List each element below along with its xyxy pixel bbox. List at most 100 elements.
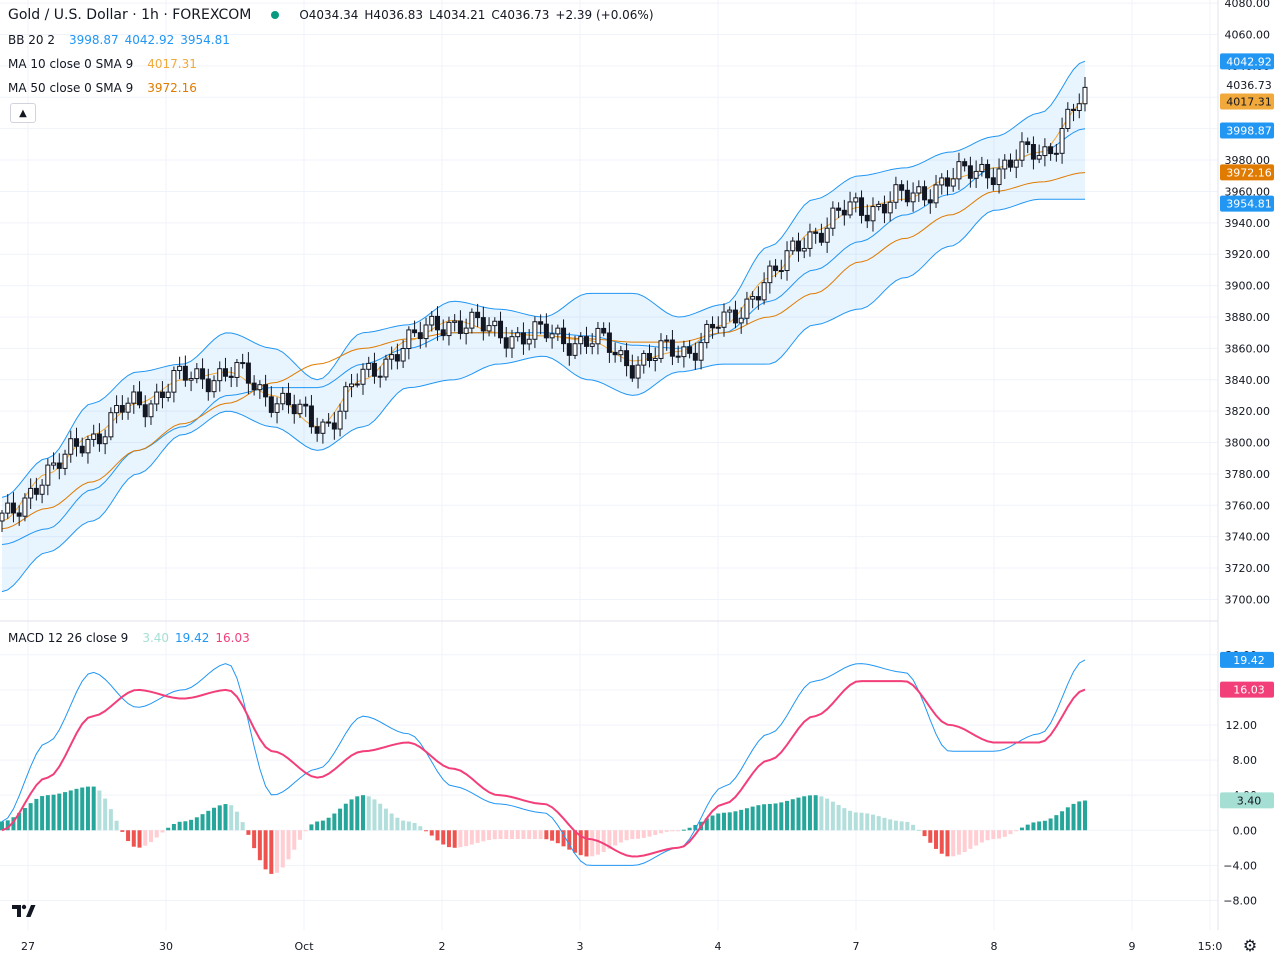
candle-body: [1048, 146, 1054, 155]
bb-legend[interactable]: BB 20 2 3998.87 4042.92 3954.81: [8, 33, 230, 47]
candle-body: [979, 163, 985, 172]
histogram-bar: [223, 804, 228, 831]
candle-body: [904, 189, 910, 203]
histogram-bar: [842, 808, 847, 831]
ohlc-low: L4034.21: [429, 8, 486, 22]
ma10-tag-text: 4017.31: [1226, 96, 1272, 109]
histogram-bar: [97, 790, 102, 831]
macd-tag-text: 19.42: [1233, 654, 1265, 667]
histogram-bar: [785, 800, 790, 831]
candle-body: [33, 487, 39, 495]
candle-body: [22, 497, 28, 517]
candle-body: [257, 384, 263, 391]
candle-body: [142, 404, 148, 418]
candle-body: [211, 380, 217, 393]
candle-body: [177, 365, 183, 371]
candle-body: [658, 340, 664, 359]
histogram-bar: [985, 830, 990, 841]
candle-body: [767, 265, 773, 284]
gear-icon[interactable]: ⚙: [1242, 936, 1258, 955]
candle-body: [326, 421, 332, 424]
candle-body: [818, 232, 824, 243]
candle-body: [635, 364, 641, 379]
histogram-bar: [355, 796, 360, 831]
histogram-bar: [716, 813, 721, 831]
candle-body: [887, 201, 893, 214]
histogram-bar: [624, 830, 629, 841]
market-status-icon: [271, 11, 280, 19]
histogram-bar: [595, 830, 600, 855]
tradingview-logo-icon[interactable]: [10, 900, 38, 922]
candle-body: [881, 203, 887, 214]
histogram-bar: [1083, 800, 1087, 831]
macd-legend[interactable]: MACD 12 26 close 9 3.40 19.42 16.03: [8, 631, 250, 645]
histogram-bar: [343, 803, 348, 831]
histogram-bar: [538, 830, 543, 840]
histogram-bar: [653, 830, 658, 835]
histogram-bar: [452, 830, 457, 848]
symbol-legend[interactable]: Gold / U.S. Dollar · 1h · FOREXCOM O4034…: [8, 7, 654, 23]
ma10-legend[interactable]: MA 10 close 0 SMA 9 4017.31: [8, 57, 197, 71]
candle-body: [985, 163, 991, 179]
candle-body: [1036, 155, 1042, 160]
histogram-bar: [418, 826, 423, 831]
candle-body: [950, 178, 956, 187]
candle-body: [830, 207, 836, 229]
histogram-bar: [641, 830, 646, 838]
candle-body: [51, 462, 57, 466]
histogram-bar: [710, 815, 715, 831]
candle-body: [721, 311, 727, 328]
histogram-bar: [922, 830, 927, 837]
candle-body: [549, 333, 555, 339]
macd-tick-label: 8.00: [1233, 754, 1258, 767]
histogram-bar: [819, 796, 824, 831]
histogram-bar: [469, 830, 474, 845]
price-tick-label: 3740.00: [1225, 531, 1271, 544]
candle-body: [698, 342, 704, 361]
histogram-bar: [515, 830, 520, 840]
candle-body: [349, 383, 355, 388]
candle-body: [469, 311, 475, 329]
histogram-bar: [246, 830, 251, 835]
histogram-bar: [647, 830, 652, 837]
candle-body: [647, 352, 653, 361]
candle-body: [795, 240, 801, 252]
histogram-bar: [464, 830, 469, 847]
candle-body: [417, 332, 423, 340]
histogram-bar: [366, 796, 371, 831]
histogram-bar: [722, 812, 726, 831]
histogram-bar: [1054, 815, 1059, 831]
histogram-bar: [257, 830, 262, 861]
candle-body: [114, 405, 120, 414]
ma50-legend[interactable]: MA 50 close 0 SMA 9 3972.16: [8, 81, 197, 95]
candle-body: [39, 484, 45, 495]
histogram-bar: [361, 795, 365, 831]
collapse-legend-button[interactable]: ▲: [10, 103, 36, 123]
candle-body: [807, 231, 813, 249]
candle-body: [1076, 103, 1082, 111]
candle-body: [601, 327, 607, 334]
histogram-bar: [899, 821, 904, 831]
candle-body: [371, 362, 377, 377]
ma10-value: 4017.31: [147, 57, 197, 71]
histogram-bar: [733, 811, 738, 831]
candle-body: [715, 326, 721, 329]
candle-body: [297, 403, 303, 415]
histogram-bar: [601, 830, 606, 853]
candle-body: [876, 203, 882, 208]
candle-body: [251, 382, 257, 391]
time-axis[interactable]: 27 30 Oct 2 3 4 7 8 9 15:0: [21, 940, 1222, 953]
histogram-bar: [126, 830, 131, 842]
histogram-bar: [870, 814, 875, 831]
histogram-bar: [939, 830, 944, 854]
histogram-bar: [372, 799, 377, 831]
candle-body: [486, 325, 492, 332]
histogram-bar: [876, 816, 881, 831]
candle-body: [956, 161, 962, 180]
histogram-bar: [320, 820, 325, 831]
candle-body: [727, 309, 733, 313]
candle-body: [589, 343, 595, 347]
candle-body: [618, 350, 624, 356]
histogram-bar: [779, 802, 784, 831]
